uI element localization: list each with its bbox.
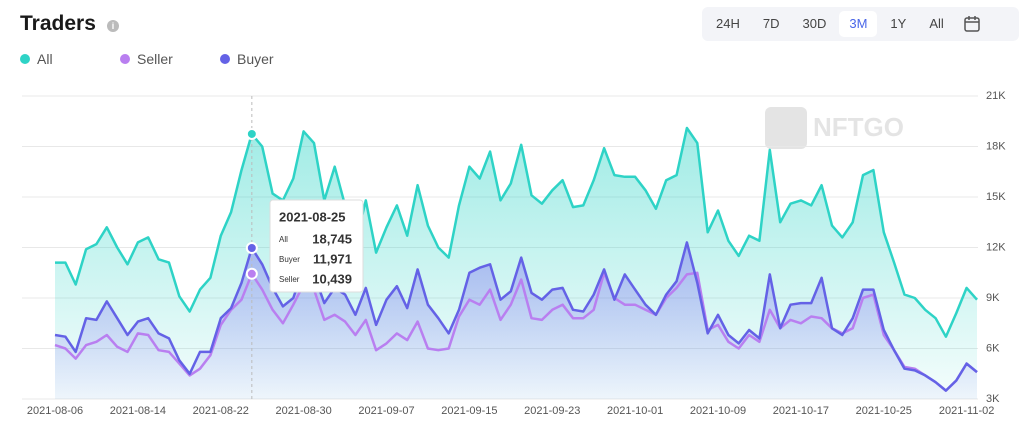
y-tick-label: 3K: [986, 393, 1000, 405]
y-tick-label: 18K: [986, 140, 1006, 152]
watermark-logo: [765, 107, 807, 149]
y-tick-label: 21K: [986, 90, 1006, 102]
line: [54, 241, 978, 392]
legend-item: Buyer: [220, 51, 320, 67]
tooltip-value: 18,745: [312, 231, 352, 246]
watermark: NFTGO: [765, 107, 904, 149]
range-selector: 24H 7D 30D 3M 1Y All: [702, 7, 1019, 41]
x-tick-label: 2021-11-02: [939, 405, 994, 417]
legend-item: All: [20, 51, 120, 67]
x-tick-label: 2021-10-09: [690, 405, 746, 417]
legend-label: Seller: [137, 51, 173, 67]
legend: All Seller Buyer: [20, 51, 320, 67]
legend-label: All: [37, 51, 53, 67]
y-tick-label: 12K: [986, 241, 1006, 253]
area: [55, 242, 977, 399]
info-icon[interactable]: i: [107, 20, 119, 32]
legend-dot: [220, 54, 230, 64]
x-tick-label: 2021-09-07: [358, 405, 414, 417]
x-tick-label: 2021-08-06: [27, 405, 83, 417]
x-tick-label: 2021-08-22: [193, 405, 249, 417]
range-button[interactable]: All: [929, 16, 944, 31]
hover-dot: [245, 127, 258, 140]
legend-dot: [20, 54, 30, 64]
range-button[interactable]: 7D: [762, 16, 780, 31]
range-button[interactable]: 24H: [716, 16, 740, 31]
hover-dot: [245, 267, 258, 280]
y-tick-label: 9K: [986, 292, 1000, 304]
watermark-text: NFTGO: [813, 112, 904, 142]
range-button[interactable]: 1Y: [890, 16, 907, 31]
x-tick-label: 2021-09-15: [441, 405, 497, 417]
tooltip-date: 2021-08-25: [279, 209, 346, 224]
x-tick-label: 2021-08-30: [275, 405, 331, 417]
x-tick-label: 2021-08-14: [110, 405, 166, 417]
tooltip: 2021-08-25 All 18,745 Buyer 11,971 Seller 10,4…: [269, 199, 364, 293]
tooltip-label: Seller: [279, 275, 300, 284]
x-tick-label: 2021-09-23: [524, 405, 580, 417]
line: [55, 126, 978, 338]
y-tick-label: 6K: [986, 342, 1000, 354]
x-tick-label: 2021-10-17: [773, 405, 829, 417]
y-tick-label: 15K: [986, 191, 1006, 203]
tooltip-label: All: [279, 235, 288, 244]
legend-item: Seller: [120, 51, 220, 67]
range-button[interactable]: 30D: [802, 16, 827, 31]
tooltip-value: 11,971: [313, 251, 352, 266]
tooltip-box: [269, 199, 364, 293]
hover-dot: [245, 241, 258, 254]
calendar-icon[interactable]: [963, 15, 981, 33]
legend-dot: [120, 54, 130, 64]
tooltip-value: 10,439: [312, 271, 352, 286]
line: [54, 271, 978, 392]
title: Traders: [20, 12, 96, 35]
legend-label: Buyer: [237, 51, 274, 67]
tooltip-label: Buyer: [279, 255, 300, 264]
range-button[interactable]: 3M: [839, 11, 878, 37]
x-tick-label: 2021-10-25: [856, 405, 912, 417]
x-tick-label: 2021-10-01: [607, 405, 663, 417]
